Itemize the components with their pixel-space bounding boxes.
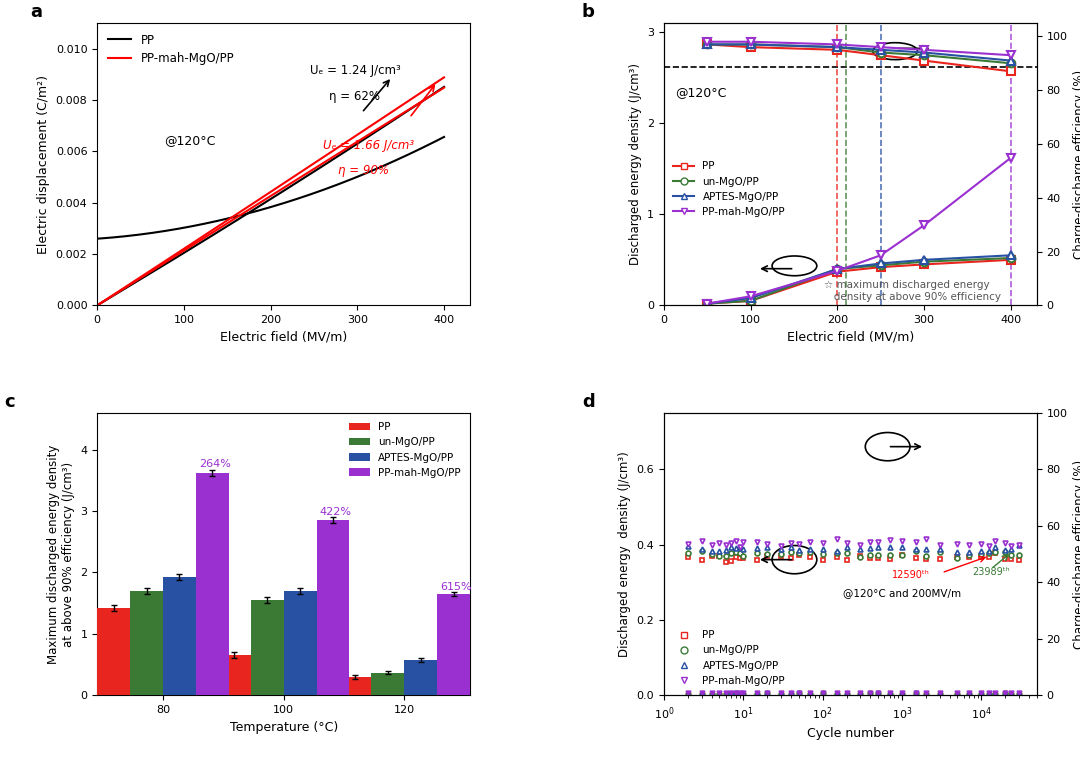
Legend: PP, un-MgO/PP, APTES-MgO/PP, PP-mah-MgO/PP: PP, un-MgO/PP, APTES-MgO/PP, PP-mah-MgO/… [670,157,789,221]
Bar [218,656,251,695]
Y-axis label: Discharged energy  density (J/cm³): Discharged energy density (J/cm³) [618,451,631,657]
Bar [316,520,350,695]
Bar [404,660,437,695]
Legend: PP, PP-mah-MgO/PP: PP, PP-mah-MgO/PP [103,29,240,70]
X-axis label: Electric field (MV/m): Electric field (MV/m) [786,331,914,344]
X-axis label: Cycle number: Cycle number [807,727,894,740]
Text: 23989ᵗʰ: 23989ᵗʰ [972,567,1010,577]
Y-axis label: Maximum discharged energy density
at above 90% efficiency (J/cm³): Maximum discharged energy density at abo… [46,445,75,664]
Text: 615%: 615% [441,581,472,591]
Bar [195,473,229,695]
Text: η = 90%: η = 90% [338,164,389,177]
Bar [251,600,284,695]
Text: b: b [582,3,595,21]
X-axis label: Temperature (°C): Temperature (°C) [230,720,338,733]
Bar [338,677,372,695]
Text: 12590ᵗʰ: 12590ᵗʰ [892,571,930,581]
Y-axis label: Charge-discharge efficiency (%): Charge-discharge efficiency (%) [1074,459,1080,649]
Bar [372,672,404,695]
Text: ☆ maximum discharged energy
   density at above 90% efficiency: ☆ maximum discharged energy density at a… [824,280,1001,302]
Text: η = 62%: η = 62% [328,90,380,103]
Legend: PP, un-MgO/PP, APTES-MgO/PP, PP-mah-MgO/PP: PP, un-MgO/PP, APTES-MgO/PP, PP-mah-MgO/… [670,626,789,690]
Text: @120°C and 200MV/m: @120°C and 200MV/m [842,588,961,598]
Text: 264%: 264% [199,459,231,469]
Bar [97,608,130,695]
Text: @120°C: @120°C [164,134,216,147]
Bar [284,591,316,695]
Text: a: a [30,3,42,21]
X-axis label: Electric field (MV/m): Electric field (MV/m) [220,331,348,344]
Text: @120°C: @120°C [675,86,727,99]
Y-axis label: Discharged energy density (J/cm³): Discharged energy density (J/cm³) [629,63,642,265]
Legend: PP, un-MgO/PP, APTES-MgO/PP, PP-mah-MgO/PP: PP, un-MgO/PP, APTES-MgO/PP, PP-mah-MgO/… [345,418,464,482]
Text: 422%: 422% [320,507,352,516]
Y-axis label: Charge-discharge efficiency (%): Charge-discharge efficiency (%) [1074,70,1080,259]
Bar [437,594,470,695]
Text: d: d [582,393,595,411]
Text: Uₑ = 1.24 J/cm³: Uₑ = 1.24 J/cm³ [310,64,401,77]
Y-axis label: Electric displacement (C/m²): Electric displacement (C/m²) [37,75,50,254]
Text: c: c [4,393,15,411]
Text: Uₑ = 1.66 J/cm³: Uₑ = 1.66 J/cm³ [323,139,414,152]
Bar [130,591,163,695]
Bar [163,577,195,695]
